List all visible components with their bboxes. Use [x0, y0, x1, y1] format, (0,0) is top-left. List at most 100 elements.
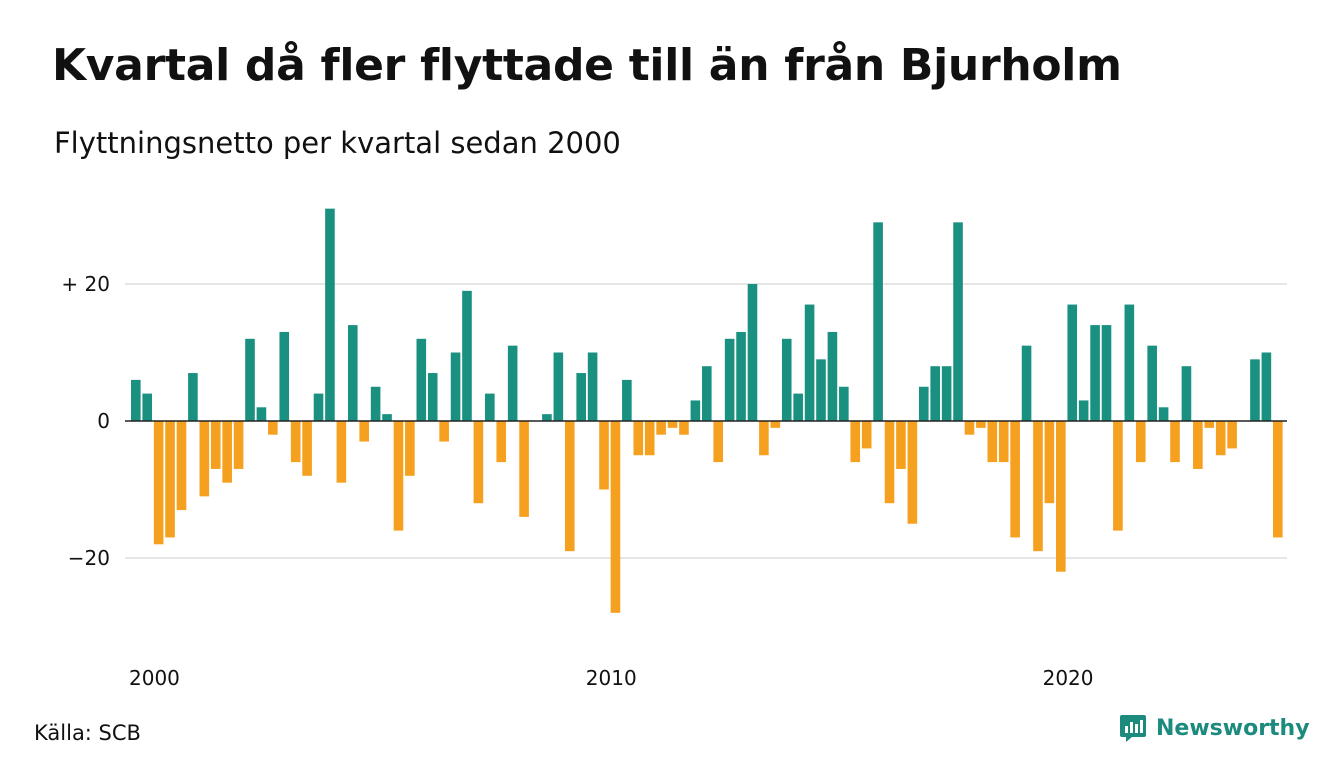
y-tick-label: 0: [97, 409, 110, 433]
bar: [1078, 400, 1089, 421]
bar: [987, 421, 998, 463]
bar: [165, 421, 175, 538]
bar: [393, 421, 404, 531]
brand-logo: Newsworthy: [1118, 713, 1310, 743]
bar: [1181, 366, 1192, 421]
chart-subtitle: Flyttningsnetto per kvartal sedan 2000: [54, 126, 621, 160]
bar: [245, 338, 255, 421]
y-tick-label: + 20: [61, 272, 110, 296]
newsworthy-chart-icon: [1120, 715, 1146, 742]
bar: [416, 338, 427, 421]
bar: [964, 421, 975, 435]
bar: [370, 386, 381, 421]
bar: [325, 208, 335, 421]
brand-name: Newsworthy: [1156, 715, 1310, 741]
bar: [610, 421, 621, 613]
bar: [405, 421, 415, 476]
bar: [702, 366, 712, 421]
x-tick-label: 2010: [586, 666, 637, 690]
bar: [553, 352, 564, 421]
bar: [210, 421, 221, 469]
bar: [587, 352, 598, 421]
bar: [496, 421, 507, 463]
bar: [313, 393, 324, 421]
bar: [884, 421, 895, 504]
bar: [747, 284, 758, 421]
bar: [827, 331, 838, 421]
bar: [485, 393, 495, 421]
bar: [427, 373, 438, 421]
bar: [770, 421, 781, 428]
bar: [1033, 421, 1043, 552]
bar: [336, 421, 347, 483]
bar: [1250, 359, 1260, 421]
bar: [142, 393, 153, 421]
bar: [759, 421, 769, 456]
bar: [896, 421, 906, 469]
bar: [918, 386, 929, 421]
bar: [804, 304, 815, 421]
bar: [930, 366, 940, 421]
bar: [473, 421, 484, 504]
bar: [188, 373, 198, 421]
y-tick-label: −20: [68, 546, 110, 570]
x-tick-label: 2020: [1043, 666, 1094, 690]
bar: [1124, 304, 1135, 421]
bar: [131, 379, 141, 421]
bar: [564, 421, 575, 552]
bar: [233, 421, 244, 469]
source-label: Källa: SCB: [34, 721, 141, 745]
bar: [290, 421, 301, 463]
bar: [976, 421, 986, 428]
bar: [850, 421, 861, 463]
bar: [998, 421, 1009, 463]
bar: [519, 421, 529, 517]
bar: [873, 222, 883, 421]
bar: [1227, 421, 1237, 449]
bar: [256, 407, 267, 421]
bar: [656, 421, 666, 435]
bar: [861, 421, 872, 449]
bar: [359, 421, 369, 442]
bar: [781, 338, 792, 421]
bar: [1158, 407, 1169, 421]
bar: [1067, 304, 1078, 421]
bar: [622, 379, 632, 421]
x-tick-label: 2000: [129, 666, 180, 690]
bar: [1113, 421, 1123, 531]
bar: [1215, 421, 1226, 456]
bar: [713, 421, 724, 463]
bar: [690, 400, 701, 421]
bar: [542, 414, 552, 421]
bar: [1090, 325, 1100, 421]
bar: [736, 331, 746, 421]
bar: [724, 338, 735, 421]
bar: [599, 421, 609, 490]
bar: [941, 366, 952, 421]
bar-chart: + 20 0 −20 2000 2010 2020: [61, 208, 1287, 690]
bar: [907, 421, 918, 524]
bar: [507, 345, 518, 421]
bar: [633, 421, 644, 456]
bar: [462, 290, 472, 421]
bar: [667, 421, 678, 428]
bar: [679, 421, 689, 435]
bar: [1056, 421, 1066, 572]
bar: [576, 373, 586, 421]
bar: [176, 421, 187, 511]
bar: [222, 421, 232, 483]
bar: [793, 393, 803, 421]
bar: [1021, 345, 1032, 421]
bar: [1273, 421, 1283, 538]
bar: [839, 386, 849, 421]
bar: [1101, 325, 1112, 421]
bar: [439, 421, 449, 442]
bar: [268, 421, 278, 435]
bar: [1044, 421, 1055, 504]
bar: [450, 352, 461, 421]
bar: [1010, 421, 1020, 538]
bar: [199, 421, 210, 497]
bar: [382, 414, 392, 421]
chart-title: Kvartal då fler flyttade till än från Bj…: [52, 40, 1122, 91]
bar: [953, 222, 963, 421]
